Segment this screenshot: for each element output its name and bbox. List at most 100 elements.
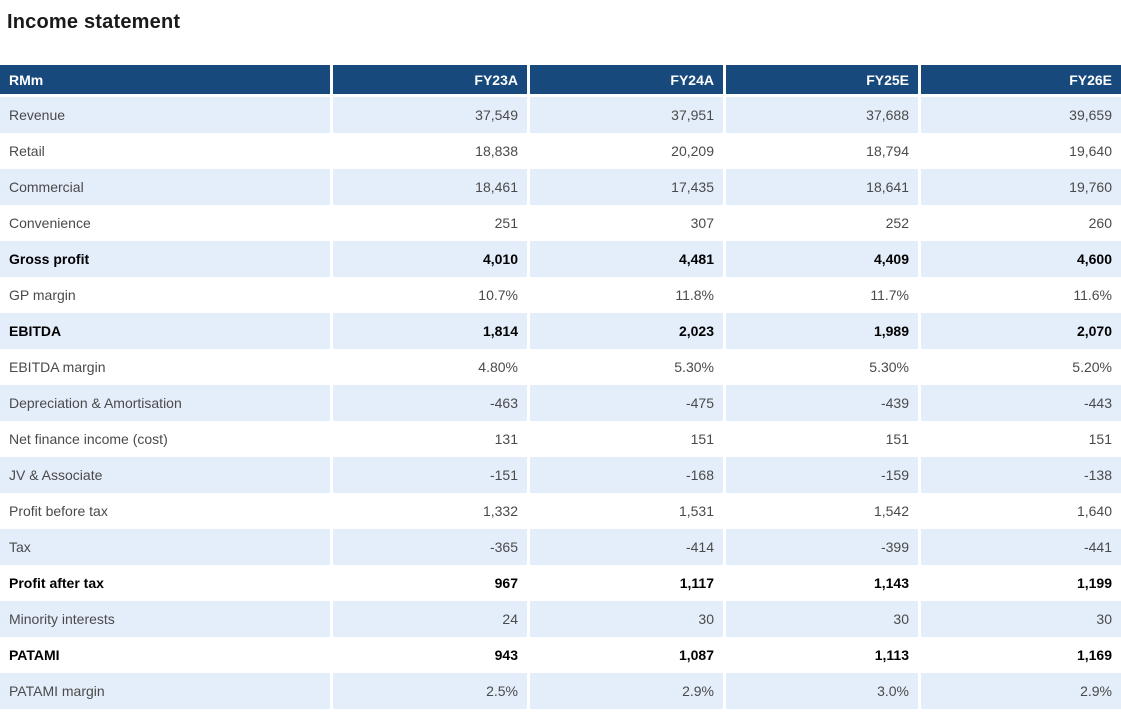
cell-value: 5.30% (723, 349, 918, 385)
cell-value: 11.8% (527, 277, 723, 313)
cell-value: 2.9% (527, 673, 723, 709)
cell-value: -443 (918, 385, 1121, 421)
cell-value: 2.5% (330, 673, 527, 709)
cell-value: 18,461 (330, 169, 527, 205)
cell-value: 30 (918, 601, 1121, 637)
table-row: GP margin 10.7% 11.8% 11.7% 11.6% (0, 277, 1121, 313)
row-label: Minority interests (0, 601, 330, 637)
cell-value: 11.7% (723, 277, 918, 313)
cell-value: -441 (918, 529, 1121, 565)
column-header-unit: RMm (0, 65, 330, 97)
table-row: PATAMI 943 1,087 1,113 1,169 (0, 637, 1121, 673)
cell-value: 251 (330, 205, 527, 241)
table-row: Tax -365 -414 -399 -441 (0, 529, 1121, 565)
table-row: Convenience 251 307 252 260 (0, 205, 1121, 241)
cell-value: 1,332 (330, 493, 527, 529)
row-label: JV & Associate (0, 457, 330, 493)
cell-value: 20,209 (527, 133, 723, 169)
cell-value: -414 (527, 529, 723, 565)
row-label: Depreciation & Amortisation (0, 385, 330, 421)
table-row: Profit after tax 967 1,117 1,143 1,199 (0, 565, 1121, 601)
cell-value: 30 (527, 601, 723, 637)
cell-value: 1,542 (723, 493, 918, 529)
table-row: Commercial 18,461 17,435 18,641 19,760 (0, 169, 1121, 205)
cell-value: 131 (330, 421, 527, 457)
cell-value: 19,760 (918, 169, 1121, 205)
cell-value: 151 (918, 421, 1121, 457)
cell-value: 37,549 (330, 97, 527, 133)
cell-value: 1,199 (918, 565, 1121, 601)
table-row: Depreciation & Amortisation -463 -475 -439-… (0, 385, 1121, 421)
page-title: Income statement (7, 11, 181, 33)
cell-value: -365 (330, 529, 527, 565)
income-statement-table: RMm FY23A FY24A FY25E FY26E Revenue 37,54… (0, 65, 1121, 709)
row-label: EBITDA margin (0, 349, 330, 385)
row-label: PATAMI margin (0, 673, 330, 709)
cell-value: -463 (330, 385, 527, 421)
table-row: Profit before tax 1,332 1,531 1,542 1,640 (0, 493, 1121, 529)
row-label: Revenue (0, 97, 330, 133)
cell-value: -151 (330, 457, 527, 493)
row-label: Net finance income (cost) (0, 421, 330, 457)
cell-value: 1,640 (918, 493, 1121, 529)
cell-value: -168 (527, 457, 723, 493)
cell-value: 967 (330, 565, 527, 601)
cell-value: 4.80% (330, 349, 527, 385)
cell-value: 10.7% (330, 277, 527, 313)
row-label: PATAMI (0, 637, 330, 673)
row-label: Tax (0, 529, 330, 565)
cell-value: 30 (723, 601, 918, 637)
cell-value: 1,143 (723, 565, 918, 601)
cell-value: -399 (723, 529, 918, 565)
cell-value: 1,087 (527, 637, 723, 673)
cell-value: 18,641 (723, 169, 918, 205)
row-label: GP margin (0, 277, 330, 313)
cell-value: 24 (330, 601, 527, 637)
table-body: Revenue 37,549 37,951 37,688 39,659 Retail 18,… (0, 97, 1121, 709)
table-header-row: RMm FY23A FY24A FY25E FY26E (0, 65, 1121, 97)
cell-value: 2,070 (918, 313, 1121, 349)
row-label: Retail (0, 133, 330, 169)
row-label: EBITDA (0, 313, 330, 349)
column-header-fy23a: FY23A (330, 65, 527, 97)
cell-value: 19,640 (918, 133, 1121, 169)
cell-value: 5.20% (918, 349, 1121, 385)
cell-value: -138 (918, 457, 1121, 493)
cell-value: 151 (723, 421, 918, 457)
cell-value: 2,023 (527, 313, 723, 349)
cell-value: 2.9% (918, 673, 1121, 709)
column-header-fy25e: FY25E (723, 65, 918, 97)
cell-value: 1,989 (723, 313, 918, 349)
cell-value: 4,409 (723, 241, 918, 277)
cell-value: 151 (527, 421, 723, 457)
cell-value: 1,169 (918, 637, 1121, 673)
cell-value: 37,951 (527, 97, 723, 133)
cell-value: 39,659 (918, 97, 1121, 133)
cell-value: 4,010 (330, 241, 527, 277)
cell-value: -439 (723, 385, 918, 421)
row-label: Gross profit (0, 241, 330, 277)
row-label: Profit before tax (0, 493, 330, 529)
table-row: JV & Associate -151 -168 -159 -138 (0, 457, 1121, 493)
table-row: Revenue 37,549 37,951 37,688 39,659 (0, 97, 1121, 133)
table-row: EBITDA 1,814 2,023 1,989 2,070 (0, 313, 1121, 349)
row-label: Profit after tax (0, 565, 330, 601)
cell-value: 17,435 (527, 169, 723, 205)
row-label: Convenience (0, 205, 330, 241)
cell-value: 4,600 (918, 241, 1121, 277)
cell-value: 3.0% (723, 673, 918, 709)
cell-value: 37,688 (723, 97, 918, 133)
table-row: Gross profit 4,010 4,481 4,409 4,600 (0, 241, 1121, 277)
cell-value: 943 (330, 637, 527, 673)
cell-value: 307 (527, 205, 723, 241)
cell-value: 4,481 (527, 241, 723, 277)
cell-value: 260 (918, 205, 1121, 241)
table-row: Retail 18,838 20,209 18,794 19,640 (0, 133, 1121, 169)
cell-value: 18,838 (330, 133, 527, 169)
column-header-fy26e: FY26E (918, 65, 1121, 97)
cell-value: 1,113 (723, 637, 918, 673)
cell-value: 11.6% (918, 277, 1121, 313)
column-header-fy24a: FY24A (527, 65, 723, 97)
row-label: Commercial (0, 169, 330, 205)
cell-value: -159 (723, 457, 918, 493)
